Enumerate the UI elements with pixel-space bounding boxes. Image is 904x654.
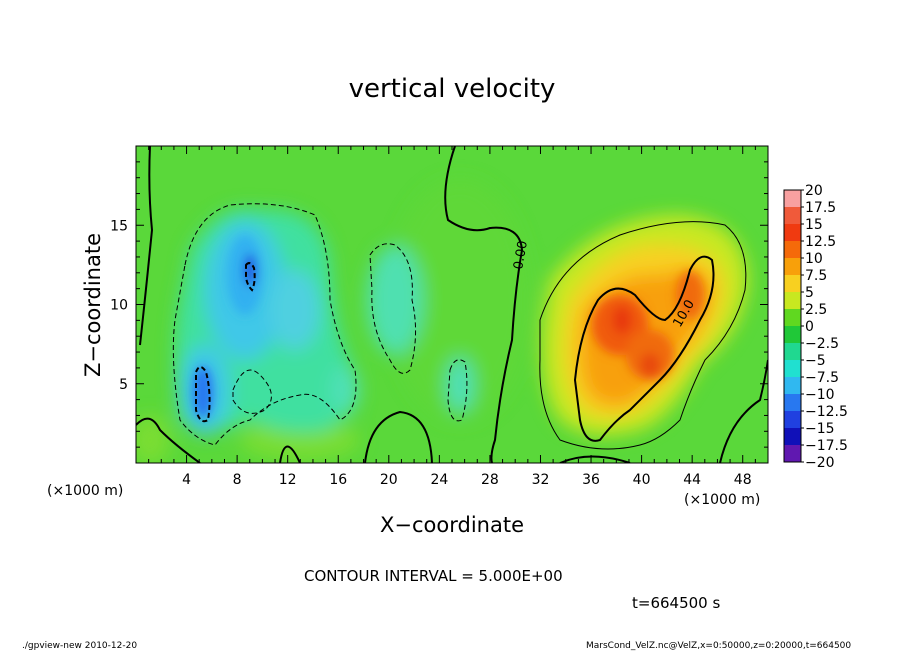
x-tick-label: 20 [380,472,398,488]
colorbar-swatch [784,394,801,412]
colorbar-label: −5 [805,353,826,369]
chart-title: vertical velocity [348,74,556,104]
colorbar-label: −10 [805,387,835,403]
heatmap-field: 0.00 10.0 [136,146,768,463]
x-tick-label: 32 [532,472,550,488]
y-tick-label: 10 [110,298,128,314]
x-tick-label: 48 [734,472,752,488]
colorbar-label: 17.5 [805,200,836,216]
x-tick-label: 40 [633,472,651,488]
colorbar-label: 20 [805,183,823,199]
x-axis-label: X−coordinate [380,513,524,537]
footer-right: MarsCond_VelZ.nc@VelZ,x=0:50000,z=0:2000… [586,641,852,651]
colorbar-swatch [784,411,801,429]
footer-left: ./gpview-new 2010-12-20 [22,641,138,651]
time-label: t=664500 s [632,594,721,612]
colorbar-label: −2.5 [805,336,839,352]
contour-interval-label: CONTOUR INTERVAL = 5.000E+00 [304,567,563,585]
colorbar-swatch [784,445,801,463]
colorbar-label: 15 [805,217,823,233]
x-tick-label: 36 [582,472,600,488]
contour-label-zero: 0.00 [511,240,531,271]
colorbar-label: 7.5 [805,268,827,284]
colorbar-swatch [784,309,801,327]
y-tick-label: 5 [119,377,128,393]
x-tick-label: 16 [329,472,347,488]
colorbar-label: −15 [805,421,835,437]
colorbar-label: 5 [805,285,814,301]
colorbar-label: −12.5 [805,404,848,420]
x-tick-label: 12 [279,472,297,488]
colorbar-swatch [784,428,801,446]
colorbar-swatch [784,241,801,259]
x-tick-label: 24 [430,472,448,488]
colorbar-label: 0 [805,319,814,335]
colorbar-swatch [784,190,801,208]
colorbar-label: −20 [805,455,835,471]
x-unit-label-left: (×1000 m) [47,483,124,499]
colorbar-label: 12.5 [805,234,836,250]
y-tick-label: 15 [110,218,128,234]
colorbar-swatch [784,326,801,344]
x-unit-label-right: (×1000 m) [684,492,761,508]
colorbar-swatch [784,377,801,395]
colorbar-swatch [784,343,801,361]
x-tick-label: 28 [481,472,499,488]
x-tick-label: 8 [233,472,242,488]
colorbar-label: −17.5 [805,438,848,454]
colorbar-swatch [784,258,801,276]
colorbar-label: 10 [805,251,823,267]
colorbar-swatch [784,275,801,293]
colorbar-label: −7.5 [805,370,839,386]
colorbar-swatch [784,360,801,378]
colorbar-swatch [784,207,801,225]
colorbar-swatch [784,224,801,242]
x-tick-label: 4 [182,472,191,488]
colorbar: 2017.51512.5107.552.50−2.5−5−7.5−10−12.5… [783,183,848,471]
x-tick-label: 44 [683,472,701,488]
colorbar-swatch [784,292,801,310]
colorbar-label: 2.5 [805,302,827,318]
